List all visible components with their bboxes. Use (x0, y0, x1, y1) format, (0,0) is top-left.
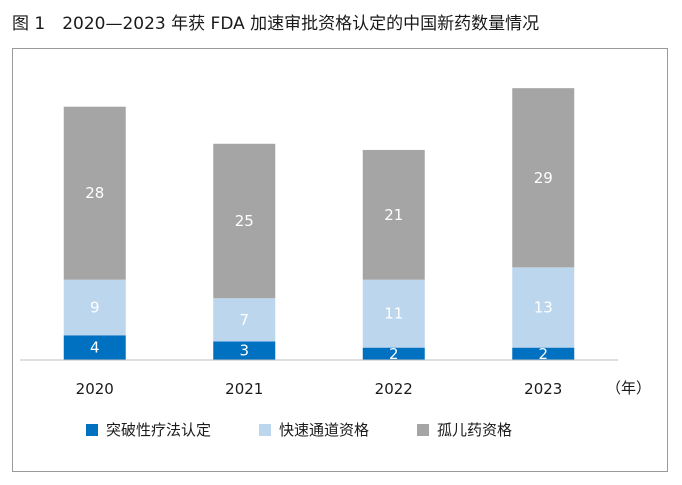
x-tick-label-2021: 2021 (225, 380, 263, 398)
data-label-breakthrough-2021: 3 (239, 342, 249, 360)
bar-breakthrough-2021 (213, 341, 276, 360)
legend-item-orphan-drug: 孤儿药资格 (417, 420, 512, 440)
x-tick-label-2022: 2022 (375, 380, 413, 398)
bar-fast-track-2022 (362, 279, 425, 348)
bar-breakthrough-2023 (512, 347, 575, 360)
data-label-orphan-drug-2020: 28 (85, 184, 104, 202)
legend-swatch (259, 424, 272, 436)
x-tick-label-2023: 2023 (524, 380, 562, 398)
x-axis-unit: （年） (606, 379, 652, 397)
data-label-breakthrough-2022: 2 (389, 345, 399, 363)
bar-orphan-drug-2021 (213, 143, 276, 299)
x-tick-label-2020: 2020 (76, 380, 114, 398)
legend-label: 快速通道资格 (279, 421, 370, 439)
bar-orphan-drug-2023 (512, 88, 575, 268)
bar-fast-track-2023 (512, 267, 575, 348)
figure-title: 图 1 2020—2023 年获 FDA 加速审批资格认定的中国新药数量情况 (12, 14, 540, 34)
bar-breakthrough-2020 (63, 335, 126, 360)
data-label-breakthrough-2023: 2 (538, 345, 548, 363)
bar-orphan-drug-2020 (63, 106, 126, 280)
legend-label: 突破性疗法认定 (106, 421, 212, 439)
legend-swatch (417, 424, 430, 436)
data-label-orphan-drug-2021: 25 (235, 212, 254, 230)
bar-breakthrough-2022 (362, 347, 425, 360)
legend-item-fast-track: 快速通道资格 (259, 420, 369, 440)
data-label-fast-track-2021: 7 (239, 311, 249, 329)
data-label-fast-track-2023: 13 (534, 298, 553, 316)
bar-fast-track-2021 (213, 298, 276, 342)
data-label-fast-track-2020: 9 (90, 298, 100, 316)
data-label-breakthrough-2020: 4 (90, 339, 100, 357)
legend: 突破性疗法认定 快速通道资格 孤儿药资格 (86, 420, 512, 440)
bar-orphan-drug-2022 (362, 149, 425, 280)
legend-label: 孤儿药资格 (437, 421, 513, 439)
data-label-orphan-drug-2022: 21 (384, 206, 403, 224)
bar-fast-track-2020 (63, 279, 126, 336)
data-label-fast-track-2022: 11 (384, 305, 403, 323)
legend-item-breakthrough: 突破性疗法认定 (86, 420, 211, 440)
chart-frame (12, 48, 668, 472)
legend-swatch (86, 424, 98, 436)
data-label-orphan-drug-2023: 29 (534, 169, 553, 187)
